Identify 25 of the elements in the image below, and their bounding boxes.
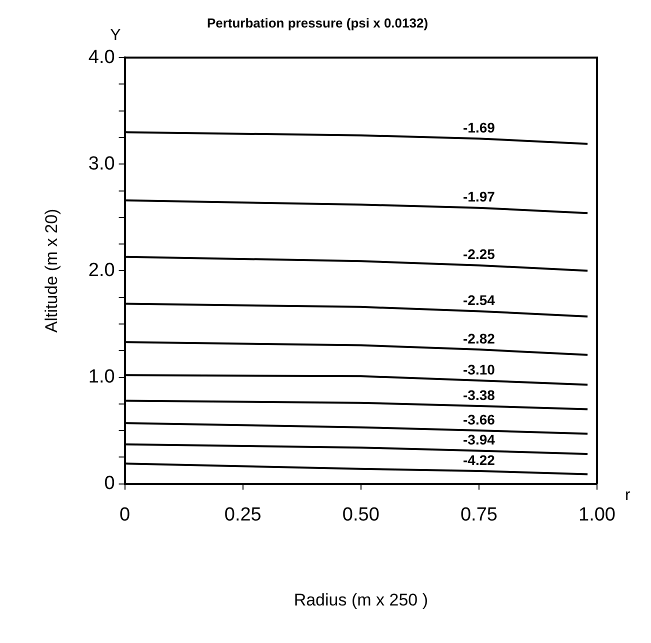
series-label: -3.66 <box>462 411 496 428</box>
series-label: -2.82 <box>462 330 496 346</box>
series-label: -3.10 <box>462 361 496 378</box>
text: Y <box>110 27 122 44</box>
text: r <box>625 487 631 504</box>
x-axis-title: Radius (m x 250 ) <box>294 590 428 610</box>
chart-title: Perturbation pressure (psi x 0.0132) <box>206 15 428 30</box>
series-label: -1.97 <box>462 188 496 205</box>
x-tick-label: 0.75 <box>460 504 498 526</box>
y-tick-label: 2.0 <box>88 260 115 281</box>
x-tick-label: 0.50 <box>342 504 380 526</box>
series-label: -4.22 <box>462 452 496 468</box>
y-axis-title: Altitude (m x 20) <box>42 208 61 333</box>
series-label: -3.94 <box>462 432 496 448</box>
y-tick-label: 1.0 <box>88 366 115 388</box>
series-label: -1.69 <box>462 119 496 136</box>
y-tick-label: 3.0 <box>88 153 115 174</box>
x-tick-label: 1.00 <box>578 504 616 526</box>
x-tick-label: 0 <box>120 504 130 526</box>
series-label: -2.54 <box>462 292 496 308</box>
series-label: -3.38 <box>462 386 496 403</box>
x-tick-label: 0.25 <box>224 504 262 526</box>
y-tick-label: 4.0 <box>88 46 115 68</box>
y-tick-label: 0 <box>104 473 115 494</box>
series-label: -2.25 <box>462 246 496 262</box>
